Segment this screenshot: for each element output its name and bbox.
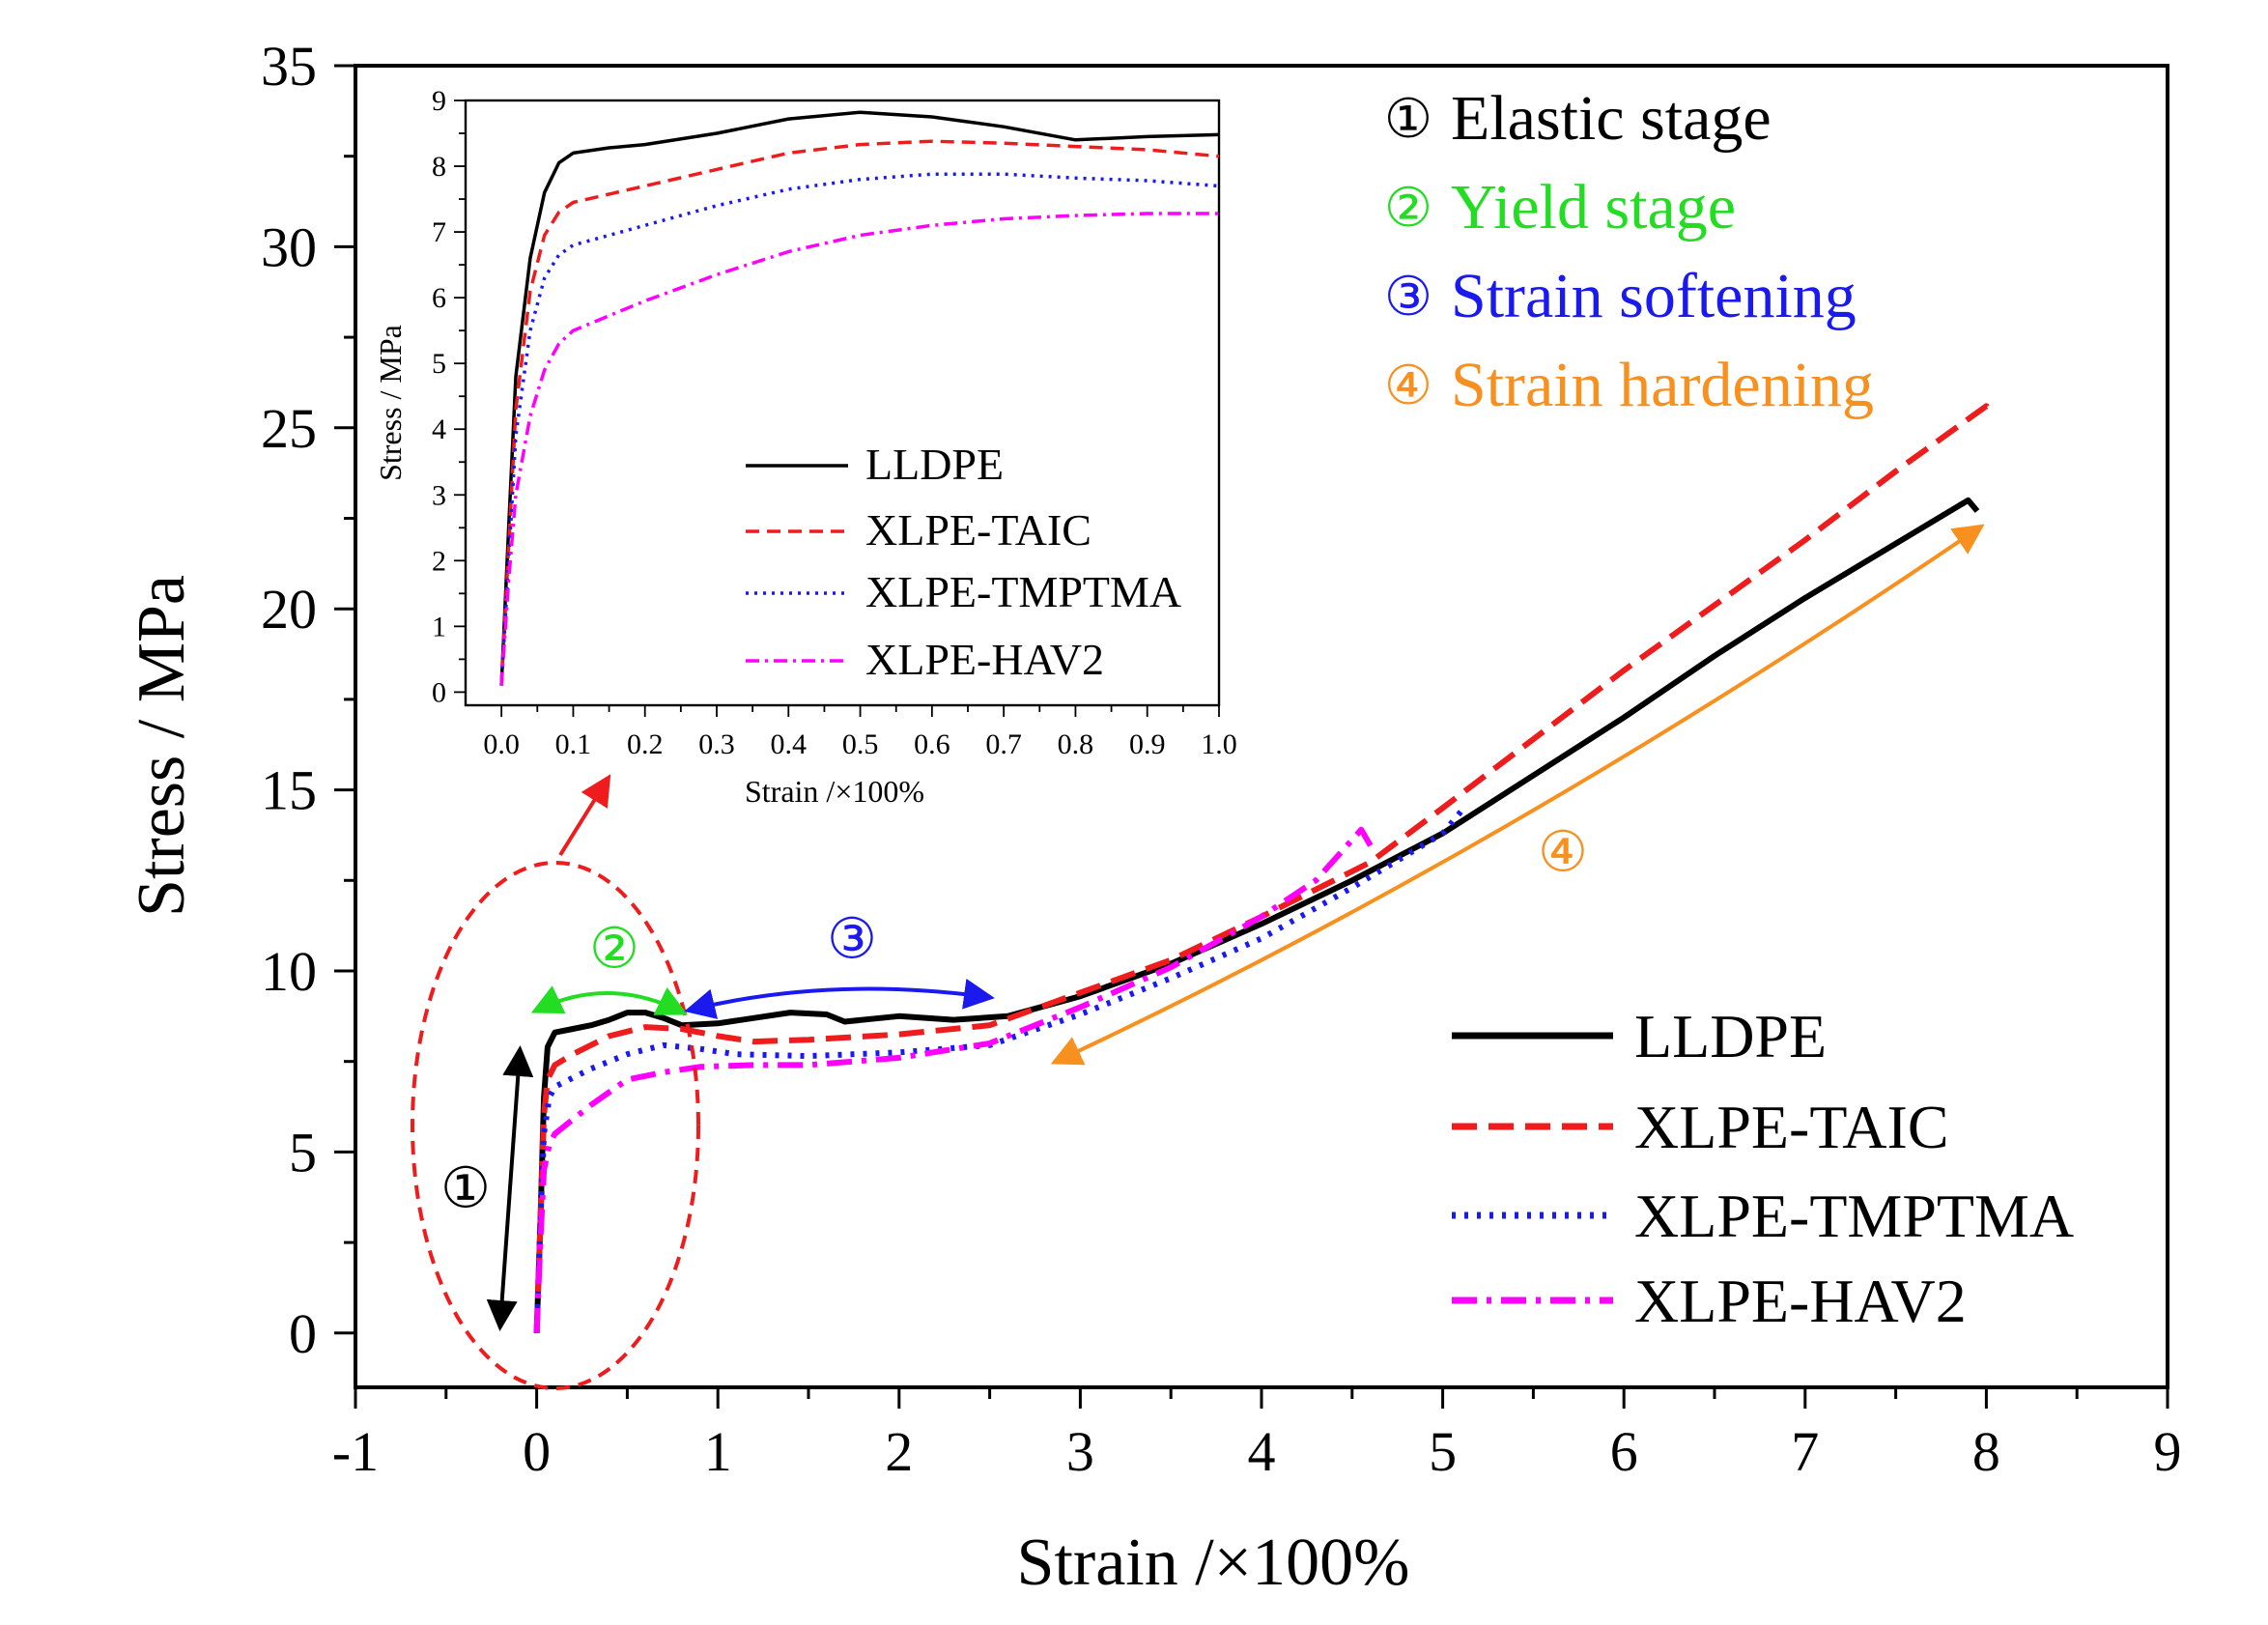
inset-x-tick-label: 0.0 (483, 728, 520, 760)
stage-title-symbol-1: ① (1384, 90, 1432, 150)
y-tick-label: 15 (261, 759, 317, 822)
y-tick-label: 5 (289, 1121, 317, 1183)
series-line-xlpe-taic (533, 403, 1995, 1333)
legend-layer: LLDPE XLPE-TAIC XLPE-TMPTMA XLPE-HAV2 (1452, 1002, 2074, 1335)
x-tick-label: 5 (1429, 1420, 1457, 1483)
inset-x-tick-label: 0.6 (914, 728, 950, 760)
inset-x-tick-label: 0.9 (1129, 728, 1166, 760)
y-tick-label: 25 (261, 397, 317, 460)
inset-frame (464, 99, 1221, 707)
stage-title-label-3: Strain softening (1451, 261, 1857, 331)
strain-hardening-arrow (1050, 524, 1985, 1066)
inset-series-line-xlpe-hav2 (499, 212, 1219, 686)
inset-x-tick-label: 0.5 (842, 728, 879, 760)
stage-title-label-1: Elastic stage (1451, 83, 1772, 154)
stage-marker-4: ④ (1538, 820, 1588, 883)
inset-x-tick-label: 0.7 (985, 728, 1022, 760)
legend-label-xlpe-taic: XLPE-TAIC (1634, 1093, 1949, 1161)
stage-title-symbol-4: ④ (1384, 356, 1432, 416)
x-axis-label: Strain /×100% (1017, 1525, 1410, 1600)
inset-x-tick-label: 1.0 (1201, 728, 1237, 760)
inset-x-axis-label: Strain /×100% (745, 774, 924, 809)
series-line-xlpe-tmptma (533, 810, 1463, 1333)
x-tick-label: 7 (1791, 1420, 1819, 1483)
y-tick-label: 0 (289, 1302, 317, 1365)
y-tick-label: 30 (261, 215, 317, 278)
annotations-layer: ① ② ③ ④ ① Elastic stage ② Yield stage ③ Strain so… (411, 83, 1985, 1390)
elastic-stage-arrow (486, 1045, 534, 1331)
inset-y-tick-label: 4 (432, 413, 446, 445)
inset-y-tick-label: 2 (432, 545, 446, 577)
inset-y-tick-label: 9 (432, 85, 446, 117)
stage-marker-1: ① (440, 1156, 491, 1219)
inset-y-tick-label: 0 (432, 676, 446, 708)
inset-legend-label-xlpe-taic: XLPE-TAIC (865, 505, 1091, 555)
x-tick-label: -1 (332, 1420, 379, 1483)
legend-label-lldpe: LLDPE (1634, 1002, 1827, 1070)
legend-label-xlpe-hav2: XLPE-HAV2 (1634, 1267, 1967, 1335)
inset-legend-label-xlpe-hav2: XLPE-HAV2 (865, 635, 1104, 684)
inset-y-tick-label: 7 (432, 216, 446, 248)
inset-x-tick-label: 0.4 (771, 728, 808, 760)
stage-marker-3: ③ (827, 907, 877, 970)
series-line-xlpe-hav2 (533, 826, 1376, 1333)
inset-series-line-lldpe (499, 110, 1219, 686)
x-tick-label: 6 (1610, 1420, 1638, 1483)
x-tick-label: 8 (1972, 1420, 2000, 1483)
y-tick-label: 10 (261, 940, 317, 1003)
inset-plot: 0.0 0.1 0.2 0.3 0.4 0.5 0.6 0.7 0.8 0.9 1.0 0 1 2 3 4 5 6… (373, 85, 1237, 809)
inset-series-line-xlpe-tmptma (499, 172, 1219, 686)
zoom-region-ellipse (411, 861, 700, 1390)
x-tick-label: 0 (523, 1420, 551, 1483)
inset-x-tick-label: 0.8 (1058, 728, 1094, 760)
y-axis-label: Stress / MPa (125, 575, 199, 917)
zoom-arrow (558, 774, 611, 857)
legend-label-xlpe-tmptma: XLPE-TMPTMA (1634, 1182, 2074, 1250)
x-tick-label: 2 (885, 1420, 913, 1483)
inset-y-tick-label: 6 (432, 282, 446, 314)
strain-softening-arrow (684, 978, 995, 1019)
inset-legend-label-xlpe-tmptma: XLPE-TMPTMA (865, 567, 1181, 616)
y-tick-label: 20 (261, 578, 317, 641)
inset-series-group (499, 110, 1219, 686)
stage-title-symbol-3: ③ (1384, 268, 1432, 328)
inset-y-tick-label: 5 (432, 348, 446, 380)
x-tick-label: 9 (2154, 1420, 2182, 1483)
yield-stage-arrow (530, 985, 689, 1015)
inset-legend-label-lldpe: LLDPE (865, 440, 1004, 489)
y-tick-label: 35 (261, 35, 317, 98)
stage-title-symbol-2: ② (1384, 179, 1432, 239)
inset-x-tick-label: 0.3 (698, 728, 735, 760)
inset-y-tick-label: 1 (432, 611, 446, 642)
inset-series-line-xlpe-taic (499, 139, 1219, 686)
inset-y-tick-label: 3 (432, 479, 446, 511)
x-tick-label: 1 (704, 1420, 732, 1483)
stage-marker-2: ② (589, 917, 639, 980)
inset-y-axis-label: Stress / MPa (373, 325, 408, 481)
inset-x-tick-label: 0.1 (555, 728, 592, 760)
inset-x-tick-label: 0.2 (627, 728, 664, 760)
stage-title-label-4: Strain hardening (1451, 350, 1874, 420)
stage-title-label-2: Yield stage (1451, 172, 1736, 242)
x-tick-label: 4 (1248, 1420, 1276, 1483)
inset-y-tick-label: 8 (432, 151, 446, 183)
x-tick-label: 3 (1066, 1420, 1094, 1483)
